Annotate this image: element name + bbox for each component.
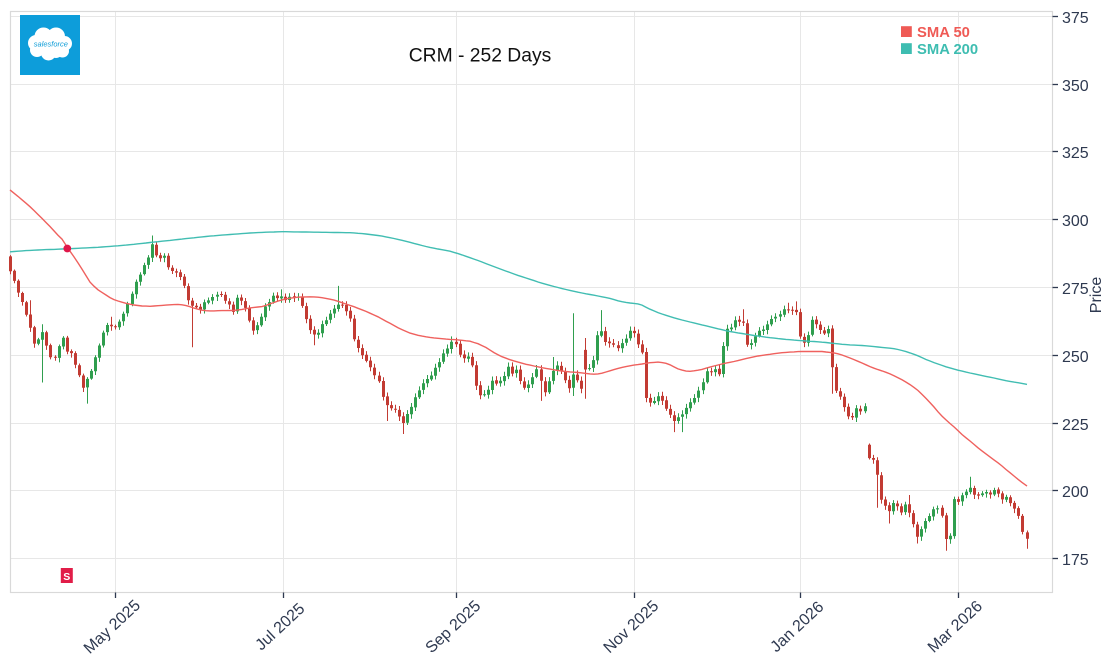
svg-text:CRM - 252 Days: CRM - 252 Days <box>409 46 552 67</box>
svg-text:350: 350 <box>1062 78 1089 95</box>
svg-text:375: 375 <box>1062 10 1089 27</box>
svg-text:225: 225 <box>1062 417 1089 434</box>
svg-text:200: 200 <box>1062 484 1089 501</box>
svg-text:SMA 50: SMA 50 <box>917 25 970 41</box>
svg-text:325: 325 <box>1062 145 1089 162</box>
svg-text:250: 250 <box>1062 349 1089 366</box>
svg-text:Price: Price <box>1088 277 1105 314</box>
svg-text:SMA 200: SMA 200 <box>917 42 978 58</box>
svg-text:salesforce: salesforce <box>34 39 68 48</box>
svg-text:300: 300 <box>1062 213 1089 230</box>
svg-text:S: S <box>63 571 70 583</box>
svg-text:275: 275 <box>1062 281 1089 298</box>
svg-text:175: 175 <box>1062 552 1089 569</box>
